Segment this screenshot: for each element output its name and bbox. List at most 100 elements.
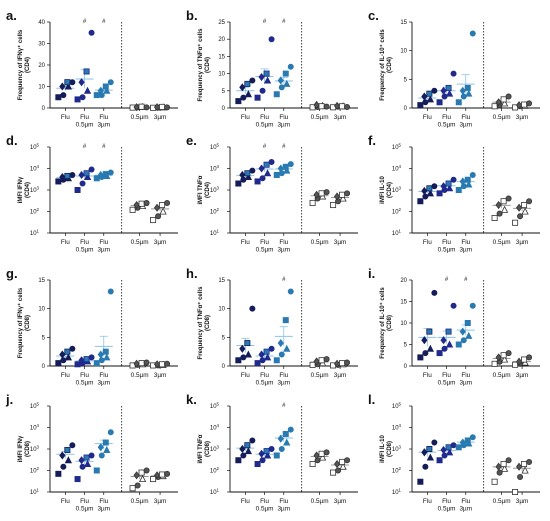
data-point bbox=[138, 360, 145, 367]
data-point bbox=[268, 445, 275, 452]
y-tick-label: 105 bbox=[30, 143, 40, 152]
significance-mark: # bbox=[83, 144, 87, 150]
y-axis-label: iMFI IL-10 bbox=[380, 435, 386, 463]
data-point bbox=[159, 103, 166, 110]
data-point bbox=[83, 454, 90, 461]
data-point bbox=[465, 331, 473, 339]
data-point bbox=[469, 171, 476, 178]
data-point bbox=[417, 354, 424, 361]
data-point bbox=[431, 289, 438, 296]
data-point bbox=[318, 103, 325, 110]
data-point bbox=[421, 92, 428, 101]
y-tick-exponent: 4 bbox=[217, 423, 220, 428]
data-point bbox=[259, 87, 266, 94]
x-tick-label: 0.5µm bbox=[76, 122, 94, 129]
data-point bbox=[282, 163, 289, 170]
y-tick-label: 105 bbox=[30, 402, 40, 411]
data-point bbox=[309, 461, 316, 468]
data-point bbox=[69, 345, 76, 352]
data-point bbox=[426, 453, 435, 461]
data-point bbox=[88, 354, 95, 361]
y-tick-exponent: 5 bbox=[37, 402, 40, 407]
data-point bbox=[277, 434, 284, 443]
data-point bbox=[421, 336, 428, 345]
x-tick-label: Flu bbox=[279, 114, 288, 121]
y-tick-exponent: 3 bbox=[217, 445, 220, 450]
data-point bbox=[500, 198, 507, 205]
data-point bbox=[500, 355, 509, 363]
data-point bbox=[97, 86, 104, 95]
y-tick-exponent: 3 bbox=[399, 445, 402, 450]
data-point bbox=[138, 469, 145, 476]
data-point bbox=[103, 445, 111, 453]
data-point bbox=[277, 164, 284, 173]
data-point bbox=[287, 426, 294, 433]
x-tick-label: 0.5µm bbox=[256, 122, 274, 129]
data-point bbox=[431, 87, 438, 94]
data-point bbox=[143, 359, 150, 366]
x-tick-label: 3µm bbox=[277, 380, 290, 387]
data-point bbox=[313, 451, 320, 460]
y-axis-label: iMFI TNFα bbox=[198, 434, 204, 463]
data-point bbox=[436, 99, 443, 106]
data-point bbox=[339, 103, 346, 110]
data-point bbox=[64, 456, 73, 464]
data-point bbox=[258, 449, 265, 458]
x-tick-label: 3µm bbox=[97, 247, 110, 254]
data-point bbox=[500, 99, 509, 107]
y-tick-label: 101 bbox=[30, 488, 40, 497]
data-point bbox=[526, 100, 533, 107]
data-point bbox=[88, 29, 95, 36]
data-point bbox=[249, 437, 256, 444]
x-tick-label: 0.5µm bbox=[256, 506, 274, 513]
data-point bbox=[129, 206, 136, 213]
y-axis-sublabel: (CD8) bbox=[387, 441, 393, 457]
data-point bbox=[74, 186, 81, 193]
data-point bbox=[495, 353, 502, 362]
y-tick-exponent: 3 bbox=[37, 445, 40, 450]
x-tick-label: Flu bbox=[80, 239, 89, 246]
x-tick-label: Flu bbox=[99, 498, 108, 505]
y-tick-label: 102 bbox=[30, 207, 40, 216]
data-point bbox=[469, 302, 476, 309]
data-point bbox=[83, 172, 92, 181]
y-tick-label: 104 bbox=[210, 423, 220, 432]
data-point bbox=[445, 89, 454, 97]
data-point bbox=[440, 182, 447, 191]
data-point bbox=[282, 430, 289, 437]
data-point bbox=[273, 452, 280, 459]
data-point bbox=[133, 103, 140, 112]
data-point bbox=[445, 444, 452, 451]
data-point bbox=[74, 476, 81, 483]
data-point bbox=[445, 184, 454, 192]
data-point bbox=[277, 339, 284, 348]
data-point bbox=[505, 93, 512, 100]
data-point bbox=[500, 464, 509, 472]
data-point bbox=[273, 171, 280, 178]
data-point bbox=[133, 359, 140, 368]
data-point bbox=[164, 104, 171, 111]
data-point bbox=[333, 359, 341, 368]
x-tick-label: Flu bbox=[442, 239, 451, 246]
data-point bbox=[133, 200, 140, 210]
data-point bbox=[309, 199, 316, 206]
x-tick-label: 3µm bbox=[516, 372, 529, 379]
data-point bbox=[505, 457, 512, 464]
significance-mark: # bbox=[464, 277, 468, 283]
data-point bbox=[249, 305, 256, 312]
data-point bbox=[469, 434, 476, 441]
data-point bbox=[491, 103, 498, 110]
x-tick-label: Flu bbox=[61, 372, 70, 379]
x-tick-label: 0.5µm bbox=[438, 506, 456, 513]
y-tick-label: 25 bbox=[218, 20, 225, 26]
data-point bbox=[64, 79, 71, 86]
data-point bbox=[436, 190, 443, 197]
x-tick-label: 3µm bbox=[277, 506, 290, 513]
data-point bbox=[59, 172, 66, 182]
y-axis-sublabel: (CD4) bbox=[25, 182, 31, 198]
y-tick-label: 101 bbox=[392, 229, 402, 238]
y-tick-label: 15 bbox=[38, 278, 45, 284]
significance-mark: # bbox=[102, 144, 106, 150]
panel-letter: g. bbox=[6, 266, 18, 281]
